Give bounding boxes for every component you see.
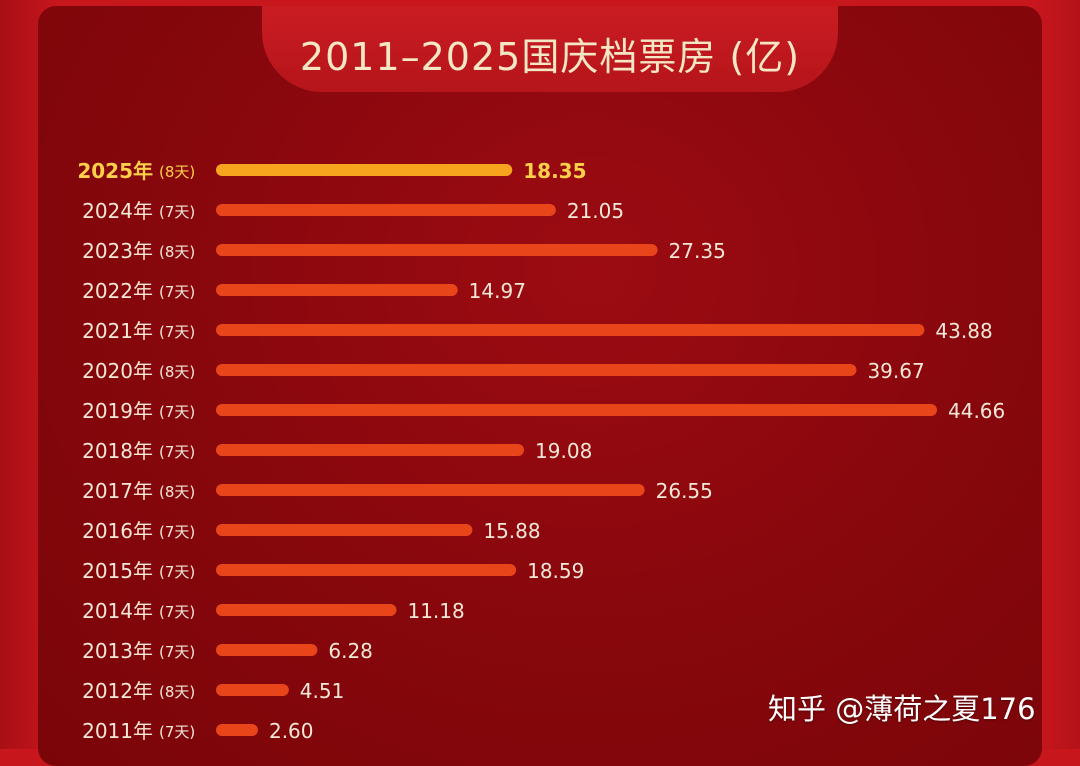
value-label: 44.66 bbox=[948, 399, 1005, 423]
category-label: 2020年 bbox=[82, 359, 153, 383]
value-label: 19.08 bbox=[535, 439, 592, 463]
category-label: 2023年 bbox=[82, 239, 153, 263]
duration-label: (7天) bbox=[159, 403, 195, 421]
bar bbox=[216, 564, 517, 576]
bar bbox=[216, 524, 473, 536]
duration-label: (7天) bbox=[159, 203, 195, 221]
watermark: 知乎 @薄荷之夏176 bbox=[768, 692, 1036, 726]
bar bbox=[216, 604, 397, 616]
value-label: 26.55 bbox=[656, 479, 713, 503]
category-label: 2011年 bbox=[82, 719, 153, 743]
duration-label: (7天) bbox=[159, 283, 195, 301]
duration-label: (8天) bbox=[159, 363, 195, 381]
bar bbox=[216, 204, 556, 216]
value-label: 4.51 bbox=[300, 679, 345, 703]
value-label: 14.97 bbox=[469, 279, 526, 303]
category-label: 2016年 bbox=[82, 519, 153, 543]
bar bbox=[216, 164, 513, 176]
category-label: 2013年 bbox=[82, 639, 153, 663]
duration-label: (7天) bbox=[159, 523, 195, 541]
duration-label: (8天) bbox=[159, 683, 195, 701]
value-label: 43.88 bbox=[935, 319, 992, 343]
duration-label: (8天) bbox=[159, 483, 195, 501]
bar bbox=[216, 484, 645, 496]
title-banner bbox=[262, 6, 838, 92]
bar bbox=[216, 444, 525, 456]
duration-label: (8天) bbox=[159, 243, 195, 261]
category-label: 2019年 bbox=[82, 399, 153, 423]
value-label: 6.28 bbox=[328, 639, 373, 663]
value-label: 2.60 bbox=[269, 719, 314, 743]
bar bbox=[216, 724, 258, 736]
category-label: 2024年 bbox=[82, 199, 153, 223]
category-label: 2014年 bbox=[82, 599, 153, 623]
bar bbox=[216, 364, 857, 376]
value-label: 39.67 bbox=[867, 359, 924, 383]
category-label: 2021年 bbox=[82, 319, 153, 343]
duration-label: (7天) bbox=[159, 443, 195, 461]
bar bbox=[216, 284, 458, 296]
duration-label: (7天) bbox=[159, 603, 195, 621]
duration-label: (7天) bbox=[159, 563, 195, 581]
value-label: 27.35 bbox=[669, 239, 726, 263]
bar bbox=[216, 684, 289, 696]
chart-panel bbox=[38, 6, 1042, 766]
bar bbox=[216, 324, 925, 336]
value-label: 15.88 bbox=[483, 519, 540, 543]
category-label: 2015年 bbox=[82, 559, 153, 583]
bar bbox=[216, 244, 658, 256]
bar bbox=[216, 404, 937, 416]
duration-label: (7天) bbox=[159, 323, 195, 341]
value-label: 18.35 bbox=[523, 159, 586, 183]
duration-label: (7天) bbox=[159, 723, 195, 741]
bar bbox=[216, 644, 318, 656]
category-label: 2017年 bbox=[82, 479, 153, 503]
category-label: 2025年 bbox=[77, 159, 153, 183]
category-label: 2022年 bbox=[82, 279, 153, 303]
chart-title: 2011–2025国庆档票房 (亿) bbox=[299, 35, 801, 79]
value-label: 18.59 bbox=[527, 559, 584, 583]
category-label: 2018年 bbox=[82, 439, 153, 463]
value-label: 21.05 bbox=[567, 199, 624, 223]
category-label: 2012年 bbox=[82, 679, 153, 703]
background-right-edge bbox=[1035, 0, 1080, 749]
duration-label: (8天) bbox=[159, 163, 195, 181]
duration-label: (7天) bbox=[159, 643, 195, 661]
bar-chart: 2025年 (8天) 18.35 2024年 (7天) 21.05 2023年 (8天) 27.… bbox=[77, 159, 1005, 743]
value-label: 11.18 bbox=[407, 599, 464, 623]
